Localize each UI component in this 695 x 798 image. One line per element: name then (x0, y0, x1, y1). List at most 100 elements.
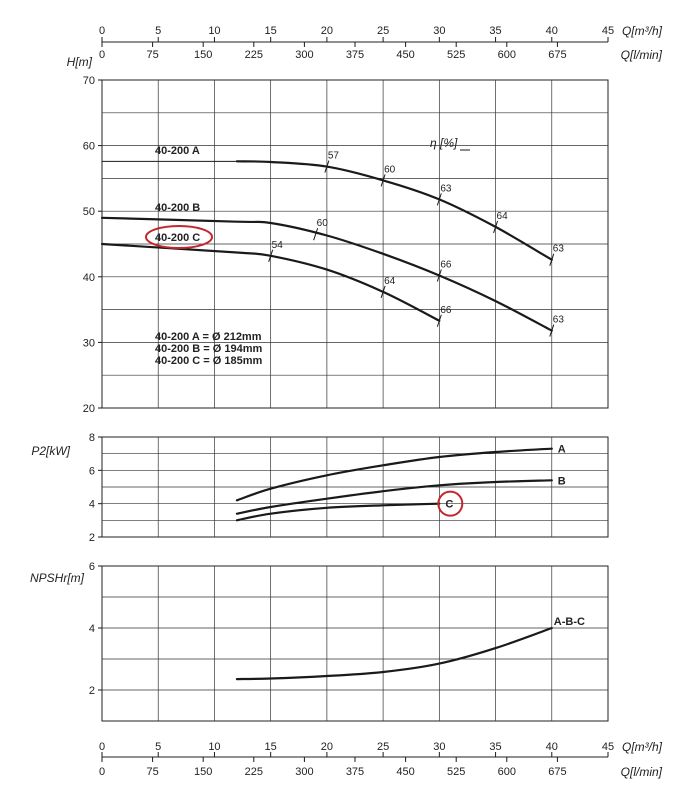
power-axis-title: P2[kW] (31, 444, 70, 458)
top-lmin-tick-label: 675 (548, 49, 566, 61)
head-curve-label: 40-200 B (155, 202, 200, 214)
efficiency-label: 64 (497, 211, 509, 222)
head-axis-title: H[m] (67, 55, 93, 69)
npsh-curve-label: A-B-C (554, 616, 585, 628)
highlight-circle-c (437, 490, 464, 517)
power-ytick-label: 2 (89, 532, 95, 544)
bottom-m3h-tick-label: 5 (155, 741, 161, 753)
top-m3h-tick-label: 20 (321, 25, 333, 37)
efficiency-label: 63 (553, 244, 565, 255)
bottom-lmin-tick-label: 150 (194, 766, 212, 778)
bottom-m3h-tick-label: 40 (546, 741, 558, 753)
power-curve-a (235, 447, 553, 502)
efficiency-mark (493, 220, 499, 234)
npsh-ytick-label: 2 (89, 685, 95, 697)
top-lmin-tick-label: 600 (498, 49, 516, 61)
bottom-m3h-tick-label: 10 (208, 741, 220, 753)
bottom-m3h-tick-label: 35 (489, 741, 501, 753)
head-ytick-label: 30 (83, 337, 95, 349)
efficiency-mark (436, 269, 442, 282)
efficiency-label: 57 (328, 151, 340, 162)
head-curve-label: 40-200 A (155, 145, 200, 157)
head-ytick-label: 60 (83, 141, 95, 153)
efficiency-title: η [%] (430, 136, 458, 150)
bottom-flow-unit-m3h: Q[m³/h] (622, 740, 663, 754)
bottom-lmin-tick-label: 225 (245, 766, 263, 778)
bottom-flow-unit-lmin: Q[l/min] (621, 765, 663, 779)
top-m3h-tick-label: 25 (377, 25, 389, 37)
top-flow-unit-lmin: Q[l/min] (621, 48, 663, 62)
efficiency-label: 63 (553, 315, 565, 326)
bottom-m3h-tick-label: 15 (265, 741, 277, 753)
bottom-m3h-tick-label: 45 (602, 741, 614, 753)
efficiency-mark (313, 228, 319, 241)
head-curve-40-200-b (100, 216, 553, 332)
head-ytick-label: 40 (83, 272, 95, 284)
efficiency-label: 66 (440, 305, 452, 316)
top-m3h-tick-label: 40 (546, 25, 558, 37)
efficiency-label: 66 (440, 259, 452, 270)
power-curve-b (235, 479, 553, 515)
highlight-ellipse-40-200-c (145, 225, 213, 249)
head-curve-label: 40-200 C (155, 232, 200, 244)
npsh-plot-frame (101, 565, 609, 722)
top-lmin-tick-label: 450 (396, 49, 414, 61)
efficiency-label: 60 (317, 218, 329, 229)
efficiency-mark (268, 249, 274, 262)
efficiency-mark (380, 174, 386, 187)
head-ytick-label: 20 (83, 403, 95, 415)
top-lmin-tick-label: 525 (447, 49, 465, 61)
npsh-ytick-label: 4 (89, 623, 95, 635)
bottom-m3h-tick-label: 30 (433, 741, 445, 753)
power-ytick-label: 8 (89, 432, 95, 444)
efficiency-mark (549, 324, 555, 337)
top-m3h-tick-label: 10 (208, 25, 220, 37)
top-m3h-tick-label: 45 (602, 25, 614, 37)
top-lmin-tick-label: 150 (194, 49, 212, 61)
top-lmin-tick-label: 75 (146, 49, 158, 61)
top-m3h-tick-label: 15 (265, 25, 277, 37)
bottom-m3h-tick-label: 25 (377, 741, 389, 753)
efficiency-mark (380, 285, 386, 299)
bottom-m3h-tick-label: 0 (99, 741, 105, 753)
efficiency-label: 60 (384, 164, 396, 175)
npsh-axis-title: NPSHr[m] (30, 571, 85, 585)
npsh-panel: 2 4 6 NPSHr[m] A-B-C (30, 561, 609, 722)
power-ytick-label: 4 (89, 499, 95, 511)
efficiency-label: 54 (272, 240, 284, 251)
top-m3h-tick-label: 5 (155, 25, 161, 37)
head-ytick-label: 50 (83, 206, 95, 218)
top-lmin-tick-label: 225 (245, 49, 263, 61)
top-lmin-tick-label: 375 (346, 49, 364, 61)
power-curve-c (235, 502, 441, 522)
bottom-lmin-tick-label: 450 (396, 766, 414, 778)
npsh-curve-a-b-c (235, 626, 553, 681)
diameter-legend-line: 40-200 B = Ø 194mm (155, 343, 263, 355)
efficiency-mark (549, 253, 555, 266)
top-lmin-tick-label: 0 (99, 49, 105, 61)
head-panel: 20 30 40 50 60 70 H[m] 40-200 A 40-200 B 40-200 C… (67, 55, 609, 415)
head-ytick-label: 70 (83, 75, 95, 87)
power-ytick-label: 6 (89, 465, 95, 477)
npsh-ytick-label: 6 (89, 561, 95, 573)
efficiency-mark (436, 314, 442, 327)
top-lmin-tick-label: 300 (295, 49, 313, 61)
efficiency-mark (324, 160, 330, 173)
bottom-m3h-tick-label: 20 (321, 741, 333, 753)
bottom-lmin-tick-label: 675 (548, 766, 566, 778)
bottom-lmin-tick-label: 300 (295, 766, 313, 778)
power-curve-label-c: C (445, 499, 453, 511)
bottom-flow-axes: 0 5 10 15 20 25 30 35 40 450 75 150 225 300 375 450 525 6… (99, 740, 663, 779)
bottom-lmin-tick-label: 0 (99, 766, 105, 778)
top-flow-unit-m3h: Q[m³/h] (622, 24, 663, 38)
power-curve-label-b: B (558, 475, 566, 487)
diameter-legend-line: 40-200 C = Ø 185mm (155, 355, 263, 367)
efficiency-mark (436, 193, 442, 206)
efficiency-label: 63 (440, 183, 452, 194)
bottom-lmin-tick-label: 525 (447, 766, 465, 778)
top-m3h-tick-label: 30 (433, 25, 445, 37)
bottom-lmin-tick-label: 75 (146, 766, 158, 778)
bottom-lmin-tick-label: 375 (346, 766, 364, 778)
bottom-lmin-tick-label: 600 (498, 766, 516, 778)
